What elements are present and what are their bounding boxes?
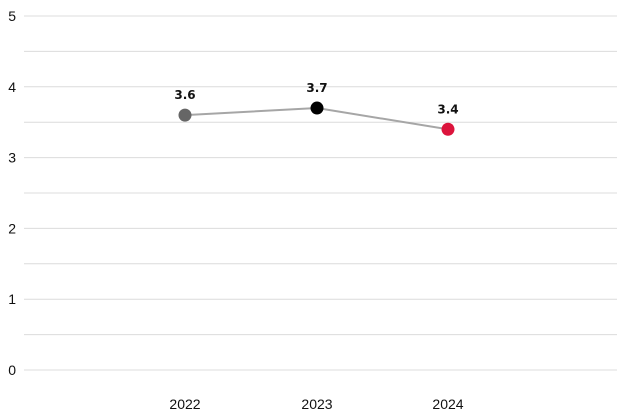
gridlines bbox=[24, 15, 617, 371]
y-tick-label: 5 bbox=[8, 8, 16, 24]
y-axis-ticks: 0 1 2 3 4 5 bbox=[8, 8, 16, 378]
data-label: 3.7 bbox=[306, 81, 327, 95]
data-point bbox=[178, 108, 192, 122]
data-point bbox=[310, 101, 324, 115]
y-tick-label: 3 bbox=[8, 150, 16, 166]
x-tick-label: 2022 bbox=[169, 396, 200, 411]
data-label: 3.6 bbox=[174, 88, 195, 102]
series-layer: 3.6 3.7 3.4 bbox=[174, 81, 459, 136]
y-tick-label: 4 bbox=[8, 79, 16, 95]
y-tick-label: 1 bbox=[8, 291, 16, 307]
x-tick-label: 2023 bbox=[301, 396, 332, 411]
data-label: 3.4 bbox=[437, 102, 458, 116]
y-tick-label: 2 bbox=[8, 220, 16, 236]
x-tick-label: 2024 bbox=[432, 396, 463, 411]
y-tick-label: 0 bbox=[8, 362, 16, 378]
data-point bbox=[441, 122, 455, 136]
x-axis-ticks: 2022 2023 2024 bbox=[169, 396, 463, 411]
